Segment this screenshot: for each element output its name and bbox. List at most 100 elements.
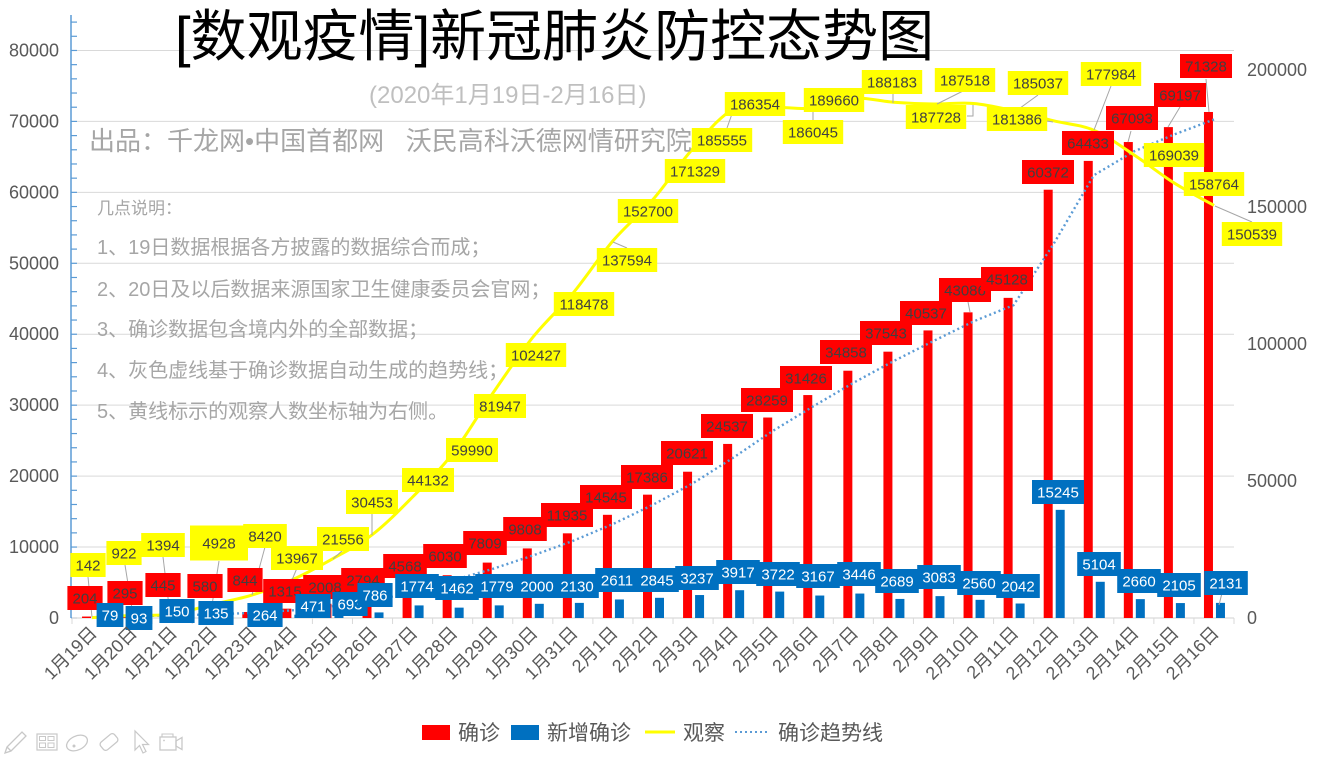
legend-item-trendline: 确诊趋势线 <box>735 722 883 745</box>
observation-data-label: 187518 <box>934 68 996 92</box>
data-label-text: 922 <box>111 546 136 563</box>
data-label-background <box>596 248 658 272</box>
x-axis-labels: 1月19日1月20日1月21日1月22日1月23日1月24日1月25日1月26日… <box>40 623 1223 684</box>
data-label-background <box>664 159 726 183</box>
new-confirmed-data-label: 786 <box>357 583 393 607</box>
confirmed-data-label: 295 <box>107 581 143 605</box>
data-label-background <box>1007 71 1069 95</box>
confirmed-data-label: 45128 <box>981 267 1033 291</box>
data-label-background <box>125 606 153 630</box>
data-label-text: 9808 <box>508 522 541 539</box>
new-confirmed-bar <box>1015 603 1025 618</box>
data-label-background <box>701 414 753 438</box>
new-confirmed-data-label: 2042 <box>996 574 1040 598</box>
data-label-background <box>190 525 248 561</box>
data-label-background <box>934 68 996 92</box>
data-label-background <box>1080 62 1142 86</box>
data-label-text: 2689 <box>880 574 913 591</box>
data-label-background <box>595 568 639 592</box>
data-label-text: 158764 <box>1189 177 1239 194</box>
data-label-background <box>515 574 559 598</box>
data-label-background <box>553 292 615 316</box>
confirmed-data-label: 9808 <box>503 517 547 541</box>
confirmed-bar <box>1003 297 1013 618</box>
legend-label: 新增确诊 <box>547 722 631 745</box>
confirmed-bar <box>723 443 733 618</box>
left-axis-tick-label: 20000 <box>9 466 59 486</box>
pointer-icon <box>134 729 150 754</box>
confirmed-label-leader <box>1127 130 1132 143</box>
data-label-text: 186354 <box>730 97 780 114</box>
data-label-text: 3722 <box>761 567 794 584</box>
confirmed-label-leader <box>1205 78 1210 113</box>
left-axis-tick-label: 10000 <box>9 537 59 557</box>
data-label-text: 34858 <box>825 345 867 362</box>
confirmed-bar <box>923 330 933 618</box>
observation-data-label: 158764 <box>1183 172 1245 196</box>
data-label-text: 37543 <box>865 326 907 343</box>
data-label-background <box>661 441 713 465</box>
new-confirmed-bar <box>534 603 544 618</box>
data-label-text: 2845 <box>640 573 673 590</box>
eraser-button[interactable] <box>95 728 123 756</box>
data-label-text: 142 <box>75 558 100 575</box>
data-label-background <box>1077 552 1121 576</box>
data-label-text: 45128 <box>986 272 1028 289</box>
data-label-background <box>346 490 398 514</box>
data-label-text: 17386 <box>626 470 668 487</box>
confirmed-bar <box>683 471 693 618</box>
data-label-background <box>107 581 143 605</box>
data-label-text: 1774 <box>400 579 433 596</box>
new-confirmed-bar <box>815 595 825 618</box>
pointer-button[interactable] <box>128 728 156 756</box>
data-label-text: 150 <box>164 604 189 621</box>
data-label-background <box>187 574 223 598</box>
observation-label-leader <box>612 241 628 249</box>
observation-data-label: 171329 <box>664 159 726 183</box>
slide-sorter-button[interactable] <box>33 728 61 756</box>
video-camera-button[interactable] <box>157 728 185 756</box>
data-label-background <box>1221 222 1283 246</box>
data-label-background <box>1062 131 1114 155</box>
data-label-background <box>803 88 865 112</box>
observation-data-label: 1394 <box>141 533 185 557</box>
slideshow-toolbar <box>0 728 200 756</box>
data-label-text: 4568 <box>388 559 421 576</box>
observation-data-label: 137594 <box>596 248 658 272</box>
confirmed-bar <box>1083 160 1093 618</box>
note-item: 1、19日数据根据各方披露的数据综合而成； <box>97 237 491 259</box>
confirmed-data-label: 24537 <box>701 414 753 438</box>
confirmed-data-label: 69197 <box>1154 83 1206 107</box>
new-confirmed-bar <box>614 599 624 618</box>
confirmed-bar <box>1123 142 1133 618</box>
data-label-background <box>463 531 507 555</box>
legend-swatch-blue <box>511 725 539 740</box>
new-confirmed-data-label: 3722 <box>756 562 800 586</box>
confirmed-data-label: 445 <box>145 573 181 597</box>
highlighter-button[interactable] <box>63 728 91 756</box>
confirmed-data-label: 580 <box>187 574 223 598</box>
new-confirmed-data-label: 3917 <box>716 560 760 584</box>
confirmed-bar <box>1203 111 1213 618</box>
confirmed-bar <box>242 612 252 618</box>
data-label-background <box>1204 571 1248 595</box>
data-label-text: 580 <box>192 579 217 596</box>
axes: 0100002000030000400005000060000700008000… <box>9 15 1307 628</box>
pen-button[interactable] <box>2 728 30 756</box>
confirmed-bar <box>402 585 412 618</box>
data-label-text: 64433 <box>1067 136 1109 153</box>
data-label-text: 2000 <box>520 579 553 596</box>
data-label-background <box>691 128 753 152</box>
data-label-text: 3083 <box>922 570 955 587</box>
new-confirmed-bar <box>1175 603 1185 618</box>
new-confirmed-data-label: 15245 <box>1032 480 1084 504</box>
observation-data-label: 4928 <box>190 525 248 561</box>
data-label-text: 188183 <box>867 75 917 92</box>
new-confirmed-bar <box>1215 602 1225 618</box>
data-label-text: 171329 <box>670 164 720 181</box>
data-label-text: 471 <box>300 599 325 616</box>
data-label-text: 24537 <box>706 419 748 436</box>
confirmed-data-label: 67093 <box>1106 106 1158 130</box>
data-label-text: 93 <box>131 611 148 628</box>
chart-title: [数观疫情]新冠肺炎防控态势图 <box>175 5 935 68</box>
